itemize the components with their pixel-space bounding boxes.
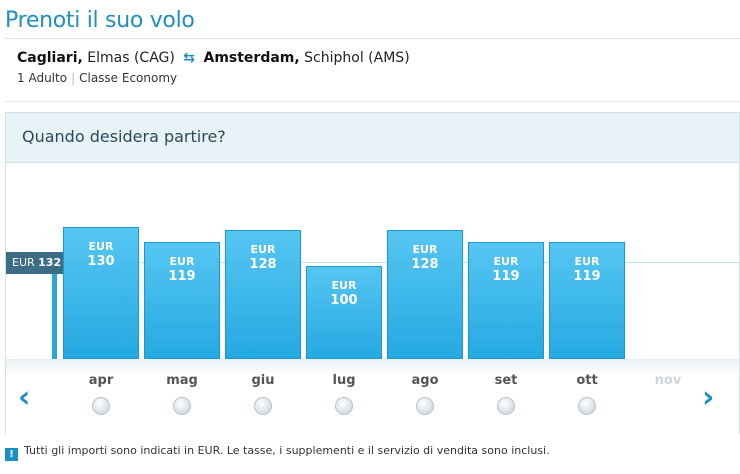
month-label: ago [411,373,439,388]
page-title: Prenoti il suo volo [5,8,195,33]
month-option[interactable]: ago [387,373,463,415]
month-option[interactable]: ott [549,373,625,415]
route-summary: Cagliari, Elmas (CAG) ⇆ Amsterdam, Schip… [17,50,410,66]
bar-currency: EUR [493,255,519,268]
destination-airport: Schiphol (AMS) [304,50,410,66]
bar-amount: 128 [249,257,277,272]
cabin-class: Classe Economy [79,71,178,85]
reference-price-flag: EUR 132 [6,252,76,274]
month-option[interactable]: set [468,373,544,415]
month-radio[interactable] [578,397,596,415]
month-label: mag [166,373,198,388]
origin-city: Cagliari, [17,50,83,66]
destination-city: Amsterdam, [203,50,300,66]
month-price-panel: Quando desidera partire? EUR 132 EUR 130 E… [5,112,740,435]
month-radio[interactable] [497,397,515,415]
bar-amount: 119 [492,269,520,284]
price-bar[interactable]: EUR 119 [549,242,625,359]
month-label: nov [654,373,682,388]
reference-stub-bar [52,274,57,359]
month-label: ott [576,373,598,388]
chevron-left-icon[interactable]: ‹ [18,380,31,415]
month-radio[interactable] [416,397,434,415]
chevron-right-icon[interactable]: › [702,380,715,415]
month-radio[interactable] [254,397,272,415]
reference-amount: 132 [38,256,62,269]
price-footnote: ! Tutti gli importi sono indicati in EUR.… [5,444,550,461]
bar-amount: 100 [330,293,358,308]
month-option[interactable]: apr [63,373,139,415]
month-label: lug [332,373,356,388]
bar-currency: EUR [574,255,600,268]
price-bar[interactable]: EUR 119 [144,242,220,359]
bar-amount: 119 [573,269,601,284]
month-option[interactable]: lug [306,373,382,415]
month-selector: ‹ › apr mag giu lug ago set ott nov [6,359,739,435]
bar-currency: EUR [169,255,195,268]
round-trip-arrows-icon: ⇆ [183,50,196,66]
title-divider [5,38,740,39]
price-bar[interactable]: EUR 100 [306,266,382,359]
meta-separator: | [71,71,76,85]
info-icon: ! [5,448,18,461]
bar-amount: 119 [168,269,196,284]
bar-currency: EUR [412,243,438,256]
bar-currency: EUR [250,243,276,256]
month-label: set [494,373,518,388]
bar-amount: 130 [87,254,115,269]
meta-divider [5,101,740,102]
price-bar[interactable]: EUR 119 [468,242,544,359]
origin-airport: Elmas (CAG) [87,50,175,66]
trip-details: 1 Adulto | Classe Economy [17,71,177,85]
bar-amount: 128 [411,257,439,272]
reference-currency: EUR [12,256,35,269]
month-option[interactable]: mag [144,373,220,415]
price-bar[interactable]: EUR 128 [225,230,301,359]
month-radio[interactable] [335,397,353,415]
bar-currency: EUR [331,279,357,292]
month-option: nov [630,373,706,388]
price-bar[interactable]: EUR 128 [387,230,463,359]
month-radio[interactable] [173,397,191,415]
month-label: apr [88,373,114,388]
footnote-text: Tutti gli importi sono indicati in EUR. … [24,444,550,457]
price-chart: EUR 132 EUR 130 EUR 119 EUR 128 EUR 100 EUR 128 EU… [6,164,739,359]
month-label: giu [251,373,275,388]
month-radio[interactable] [92,397,110,415]
month-option[interactable]: giu [225,373,301,415]
bar-currency: EUR [88,240,114,253]
passenger-count: 1 Adulto [17,71,68,85]
panel-heading: Quando desidera partire? [6,113,739,163]
price-bar[interactable]: EUR 130 [63,227,139,359]
